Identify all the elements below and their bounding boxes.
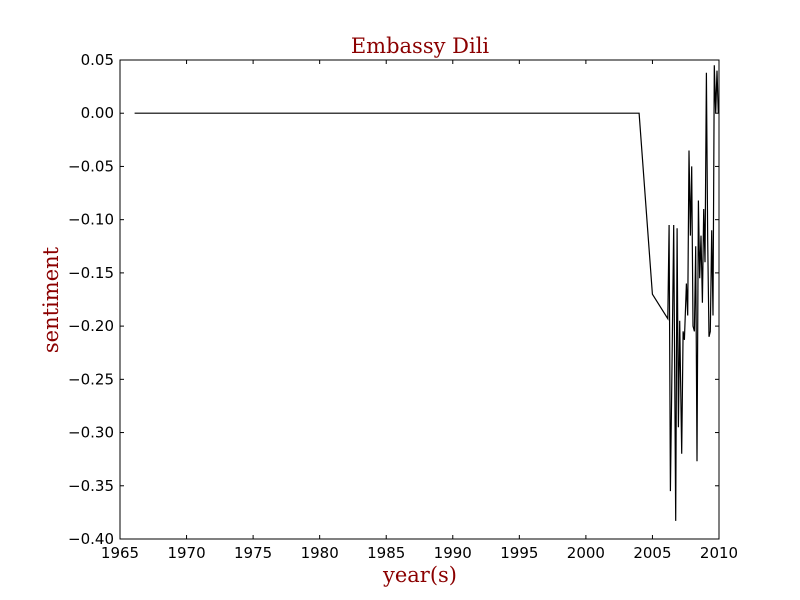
series-line xyxy=(134,65,719,521)
x-axis-label: year(s) xyxy=(382,563,457,587)
y-tick-label: 0.05 xyxy=(81,51,114,69)
x-axis: 1965 1970 1975 1980 1985 1990 1995 2000 2005 2010 xyxy=(101,60,738,562)
y-tick-label: −0.05 xyxy=(68,157,114,175)
y-tick-label: 0.00 xyxy=(81,104,114,122)
y-tick-label: −0.40 xyxy=(68,530,114,548)
y-tick-label: −0.25 xyxy=(68,370,114,388)
chart-title: Embassy Dili xyxy=(351,34,490,58)
x-tick-label: 1975 xyxy=(234,544,272,562)
y-axis: 0.05 0.00 −0.05 −0.10 −0.15 −0.20 −0.25 −0.30 −0… xyxy=(68,51,719,548)
plot-area xyxy=(119,59,720,540)
y-tick-label: −0.15 xyxy=(68,264,114,282)
x-tick-label: 1965 xyxy=(101,544,139,562)
y-tick-label: −0.20 xyxy=(68,317,114,335)
y-tick-label: −0.30 xyxy=(68,424,114,442)
x-tick-label: 1970 xyxy=(167,544,205,562)
x-tick-label: 2005 xyxy=(633,544,671,562)
x-tick-label: 1985 xyxy=(367,544,405,562)
x-tick-label: 1980 xyxy=(301,544,339,562)
y-tick-label: −0.10 xyxy=(68,211,114,229)
x-tick-label: 2010 xyxy=(700,544,738,562)
x-tick-label: 2000 xyxy=(567,544,605,562)
y-axis-label: sentiment xyxy=(39,246,63,353)
x-tick-label: 1990 xyxy=(434,544,472,562)
y-tick-label: −0.35 xyxy=(68,477,114,495)
x-tick-label: 1995 xyxy=(500,544,538,562)
